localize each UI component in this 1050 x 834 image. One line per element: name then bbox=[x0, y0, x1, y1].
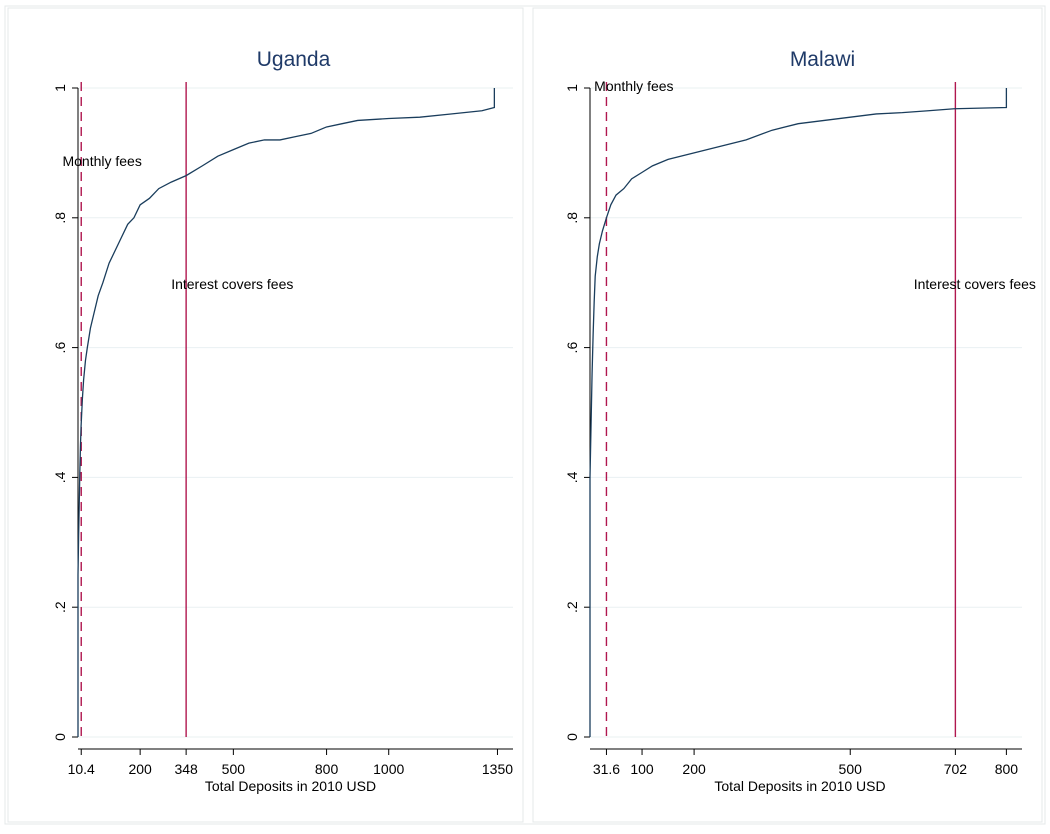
x-axis-title: Total Deposits in 2010 USD bbox=[714, 778, 885, 794]
x-tick-label: 1350 bbox=[482, 761, 513, 777]
x-tick-label: 800 bbox=[315, 761, 339, 777]
x-tick-label: 200 bbox=[682, 761, 706, 777]
y-tick-label: 0 bbox=[564, 733, 580, 741]
y-tick-label: .6 bbox=[52, 342, 68, 354]
uganda-panel: 0 .2 .4 .6 .8 1 10.4 200 348 500 800 1000 1350 Total … bbox=[7, 7, 524, 823]
panel-frame bbox=[7, 7, 524, 823]
x-axis-title: Total Deposits in 2010 USD bbox=[205, 778, 376, 794]
cdf-curve bbox=[77, 88, 496, 737]
y-tick-label: .8 bbox=[564, 212, 580, 224]
y-tick-label: 1 bbox=[564, 84, 580, 92]
x-tick-label: 800 bbox=[995, 761, 1019, 777]
monthly-fees-label: Monthly fees bbox=[594, 78, 673, 94]
cdf-curve bbox=[589, 88, 1008, 737]
x-tick-label: 10.4 bbox=[68, 761, 95, 777]
x-tick-label: 348 bbox=[174, 761, 198, 777]
x-tick-label: 1000 bbox=[373, 761, 404, 777]
y-tick-label: .4 bbox=[52, 471, 68, 483]
y-tick-label: .4 bbox=[564, 471, 580, 483]
y-tick-label: .8 bbox=[52, 212, 68, 224]
x-tick-label: 200 bbox=[128, 761, 152, 777]
x-tick-label: 500 bbox=[222, 761, 246, 777]
x-tick-label: 31.6 bbox=[593, 761, 620, 777]
y-tick-label: .2 bbox=[564, 601, 580, 613]
panel-title: Malawi bbox=[790, 48, 855, 71]
x-tick-label: 500 bbox=[839, 761, 863, 777]
interest-covers-fees-label: Interest covers fees bbox=[171, 276, 293, 292]
panel-title: Uganda bbox=[257, 48, 331, 71]
interest-covers-fees-label: Interest covers fees bbox=[914, 276, 1036, 292]
y-tick-label: 1 bbox=[52, 84, 68, 92]
malawi-panel: 0 .2 .4 .6 .8 1 31.6 100 200 500 702 800 Total Depos… bbox=[532, 7, 1043, 823]
x-tick-label: 702 bbox=[944, 761, 968, 777]
monthly-fees-label: Monthly fees bbox=[62, 153, 141, 169]
y-tick-label: .2 bbox=[52, 601, 68, 613]
y-tick-label: .6 bbox=[564, 342, 580, 354]
y-tick-label: 0 bbox=[52, 733, 68, 741]
x-tick-label: 100 bbox=[630, 761, 654, 777]
panel-frame bbox=[532, 7, 1043, 823]
